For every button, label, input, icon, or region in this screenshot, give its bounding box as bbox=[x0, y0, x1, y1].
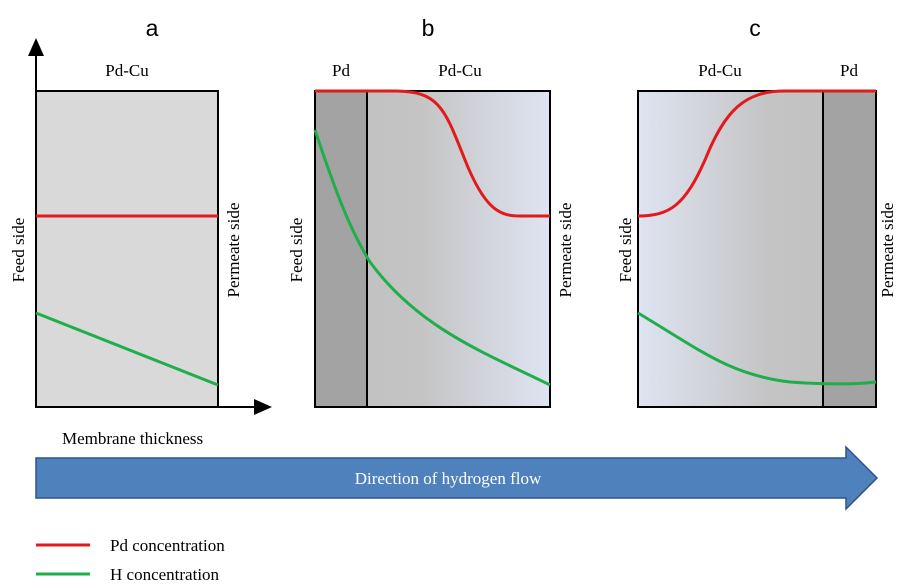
axis-label: Membrane thickness bbox=[62, 429, 203, 448]
membrane-border bbox=[637, 90, 877, 408]
feed-label: Feed side bbox=[287, 218, 306, 283]
permeate-label: Permeate side bbox=[556, 203, 575, 298]
pd-curve bbox=[315, 89, 550, 218]
membrane bbox=[35, 90, 219, 408]
pd-curve bbox=[637, 89, 876, 218]
legend: Pd concentration H concentration bbox=[36, 536, 225, 584]
feed-label: Feed side bbox=[9, 218, 28, 283]
permeate-label: Permeate side bbox=[224, 203, 243, 298]
legend-label: Pd concentration bbox=[110, 536, 225, 555]
h-curve bbox=[637, 311, 877, 386]
layer-label: Pd-Cu bbox=[105, 61, 149, 80]
flow-arrow bbox=[35, 445, 879, 511]
panel-label: b bbox=[422, 15, 435, 41]
layer-label: Pd-Cu bbox=[438, 61, 482, 80]
legend-label: H concentration bbox=[110, 565, 220, 584]
layer-label: Pd bbox=[332, 61, 350, 80]
layer-label: Pd bbox=[840, 61, 858, 80]
permeate-label: Permeate side bbox=[878, 203, 897, 298]
panel-label: c bbox=[749, 15, 761, 41]
pd-layer bbox=[315, 91, 367, 407]
flow-label: Direction of hydrogen flow bbox=[355, 469, 542, 488]
panel-label: a bbox=[146, 15, 159, 41]
h-curve bbox=[313, 129, 551, 387]
pd-layer bbox=[823, 91, 876, 407]
membrane-border bbox=[314, 90, 551, 408]
feed-label: Feed side bbox=[616, 218, 635, 283]
h-curve bbox=[35, 311, 219, 387]
layer-label: Pd-Cu bbox=[698, 61, 742, 80]
